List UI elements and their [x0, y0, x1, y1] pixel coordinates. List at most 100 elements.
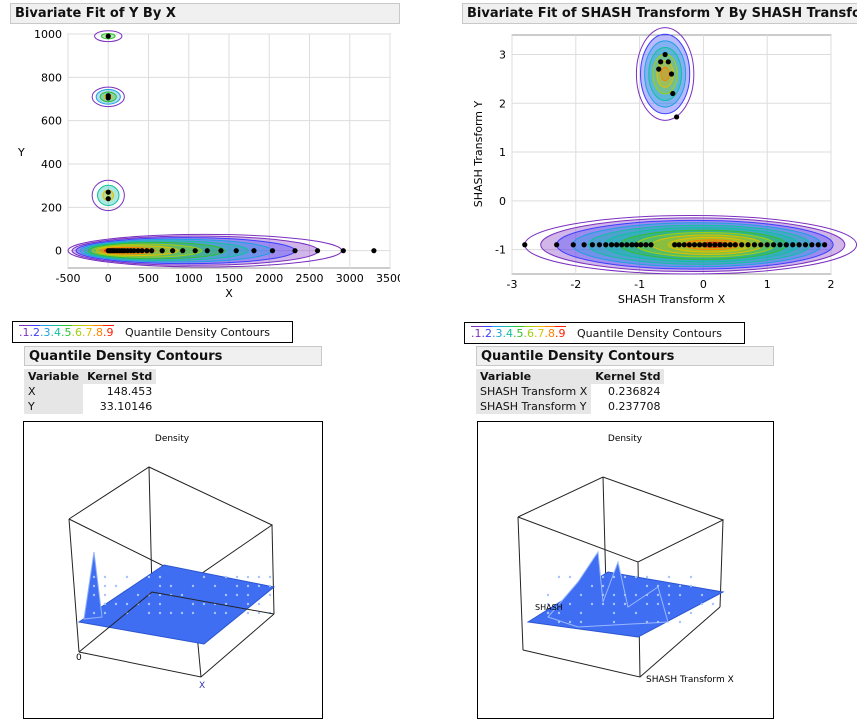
surface-mesh-dot — [635, 576, 637, 578]
x-tick-label: 0 — [700, 278, 707, 291]
left-density-surface[interactable]: Density 0 X — [23, 421, 323, 719]
surface-mesh-dot — [192, 612, 194, 614]
x-tick-label: -1 — [634, 278, 645, 291]
y-tick-label: 0 — [55, 245, 62, 258]
data-point — [702, 242, 707, 247]
surface-mesh-dot — [668, 585, 670, 587]
data-point — [677, 242, 682, 247]
surface-mesh-dot — [236, 585, 238, 587]
surface-mesh-dot — [591, 585, 593, 587]
data-point — [590, 242, 595, 247]
data-point — [722, 242, 727, 247]
legend-level: .3 — [492, 326, 503, 340]
right-table-title[interactable]: Quantile Density Contours — [476, 346, 774, 366]
x-tick-label: 1500 — [215, 272, 243, 285]
surface-mesh-dot — [580, 621, 582, 623]
data-point — [315, 248, 320, 253]
data-point — [752, 242, 757, 247]
surface-mesh-dot — [690, 612, 692, 614]
data-point — [765, 242, 770, 247]
x-tick-label: 1 — [764, 278, 771, 291]
data-point — [571, 242, 576, 247]
data-point — [658, 59, 663, 64]
data-point — [697, 242, 702, 247]
right-report-title[interactable]: Bivariate Fit of SHASH Transform Y By SH… — [462, 3, 857, 24]
surface-mesh-dot — [93, 576, 95, 578]
y-tick-label: 800 — [41, 71, 62, 84]
surface-mesh-dot — [258, 576, 260, 578]
data-point — [663, 52, 668, 57]
surface-mesh-dot — [159, 612, 161, 614]
data-point — [797, 242, 802, 247]
data-point — [106, 190, 111, 195]
surface-mesh-dot — [159, 603, 161, 605]
left-scatter-plot[interactable]: -500 0 500 1000 1500 2000 2500 3000 3500 0 200 400 6… — [0, 26, 400, 316]
data-point — [251, 248, 256, 253]
row-value: 33.10146 — [83, 399, 156, 414]
surface-mesh-dot — [269, 585, 271, 587]
surface-mesh-dot — [547, 612, 549, 614]
surface-mesh-dot — [148, 612, 150, 614]
surface-mesh-dot — [624, 576, 626, 578]
right-kernel-table: Variable Kernel Std SHASH Transform X 0.23… — [476, 369, 664, 414]
legend-level: .5 — [513, 326, 524, 340]
col-variable: Variable — [24, 369, 83, 384]
surface-mesh-dot — [159, 576, 161, 578]
surface-mesh-dot — [701, 603, 703, 605]
right-density-surface[interactable]: Density SHASH SHASH Transform X — [477, 421, 774, 719]
surface-zero-label: 0 — [76, 653, 82, 663]
surface-mesh-dot — [159, 594, 161, 596]
data-point — [597, 242, 602, 247]
data-point — [634, 242, 639, 247]
row-value: 0.236824 — [591, 384, 664, 399]
surface-mesh-dot — [679, 585, 681, 587]
surface-mesh-dot — [613, 603, 615, 605]
surface-mesh-dot — [236, 576, 238, 578]
col-variable: Variable — [476, 369, 591, 384]
data-point — [674, 114, 679, 119]
surface-mesh-dot — [580, 612, 582, 614]
data-point — [656, 67, 661, 72]
surface-mesh-dot — [646, 594, 648, 596]
x-tick-label: 2500 — [296, 272, 324, 285]
y-tick-label: 600 — [41, 115, 62, 128]
surface-mesh-dot — [646, 603, 648, 605]
x-tick-label: 500 — [138, 272, 159, 285]
surface-mesh-dot — [547, 594, 549, 596]
x-tick-label: 3500 — [376, 272, 400, 285]
data-point — [712, 242, 717, 247]
surface-mesh-dot — [635, 594, 637, 596]
surface-mesh-dot — [247, 603, 249, 605]
legend-level: .4 — [503, 326, 514, 340]
legend-level: .2 — [30, 325, 41, 339]
surface-mesh-dot — [668, 603, 670, 605]
surface-mesh-dot — [148, 576, 150, 578]
surface-mesh-dot — [668, 612, 670, 614]
left-table-title[interactable]: Quantile Density Contours — [24, 346, 322, 366]
data-point — [619, 242, 624, 247]
surface-mesh-dot — [247, 585, 249, 587]
data-point — [522, 242, 527, 247]
surface-mesh-dot — [657, 585, 659, 587]
legend-level: .1 — [471, 326, 482, 340]
surface-mesh-dot — [679, 621, 681, 623]
y-tick-label: 3 — [499, 49, 506, 62]
data-point — [670, 91, 675, 96]
right-scatter-plot[interactable]: -3 -2 -1 0 1 2 -1 0 1 2 3 SHASH Transform X SHASH Tr… — [460, 26, 857, 316]
data-point — [193, 248, 198, 253]
legend-level: .9 — [555, 326, 566, 340]
surface-mesh-dot — [104, 585, 106, 587]
left-report-title[interactable]: Bivariate Fit of Y By X — [10, 3, 400, 24]
data-point — [180, 248, 185, 253]
y-tick-label: 2 — [499, 97, 506, 110]
data-point — [638, 242, 643, 247]
data-point — [160, 248, 165, 253]
data-point — [672, 242, 677, 247]
data-point — [149, 248, 154, 253]
x-tick-label: 3000 — [336, 272, 364, 285]
surface-mesh-dot — [646, 585, 648, 587]
surface-mesh-dot — [115, 585, 117, 587]
x-tick-label: 2000 — [255, 272, 283, 285]
surface-mesh-dot — [104, 594, 106, 596]
data-point — [692, 242, 697, 247]
